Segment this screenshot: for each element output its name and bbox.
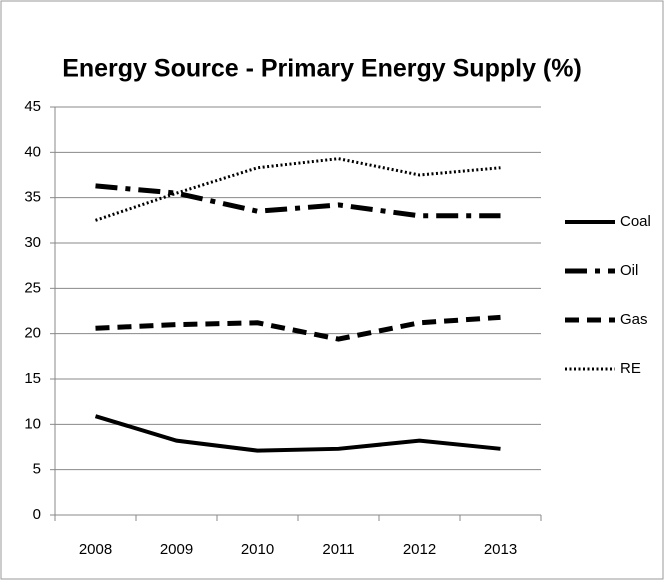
legend-label: RE <box>620 360 641 377</box>
x-tick-label: 2010 <box>241 541 274 558</box>
y-tick-label: 40 <box>24 143 41 160</box>
series-line <box>95 157 501 222</box>
y-tick-label: 35 <box>24 189 41 206</box>
legend-label: Gas <box>620 311 648 328</box>
legend-label: Coal <box>620 213 651 230</box>
y-tick-label: 45 <box>24 98 41 115</box>
x-tick-label: 2011 <box>322 541 354 558</box>
y-tick-label: 30 <box>24 234 41 251</box>
y-tick-label: 15 <box>24 370 41 387</box>
chart-title: Energy Source - Primary Energy Supply (%… <box>62 55 582 83</box>
y-tick-label: 10 <box>24 415 41 432</box>
x-tick-label: 2009 <box>160 541 193 558</box>
series-line <box>94 414 501 453</box>
x-tick-label: 2013 <box>484 541 517 558</box>
legend-label: Oil <box>620 262 638 279</box>
x-tick-label: 2008 <box>79 541 112 558</box>
y-tick-label: 25 <box>24 279 41 296</box>
series-line <box>95 314 501 342</box>
series-line <box>95 183 501 219</box>
y-tick-label: 5 <box>33 461 41 478</box>
x-tick-label: 2012 <box>403 541 436 558</box>
y-tick-label: 20 <box>24 325 41 342</box>
y-tick-label: 0 <box>33 506 41 523</box>
